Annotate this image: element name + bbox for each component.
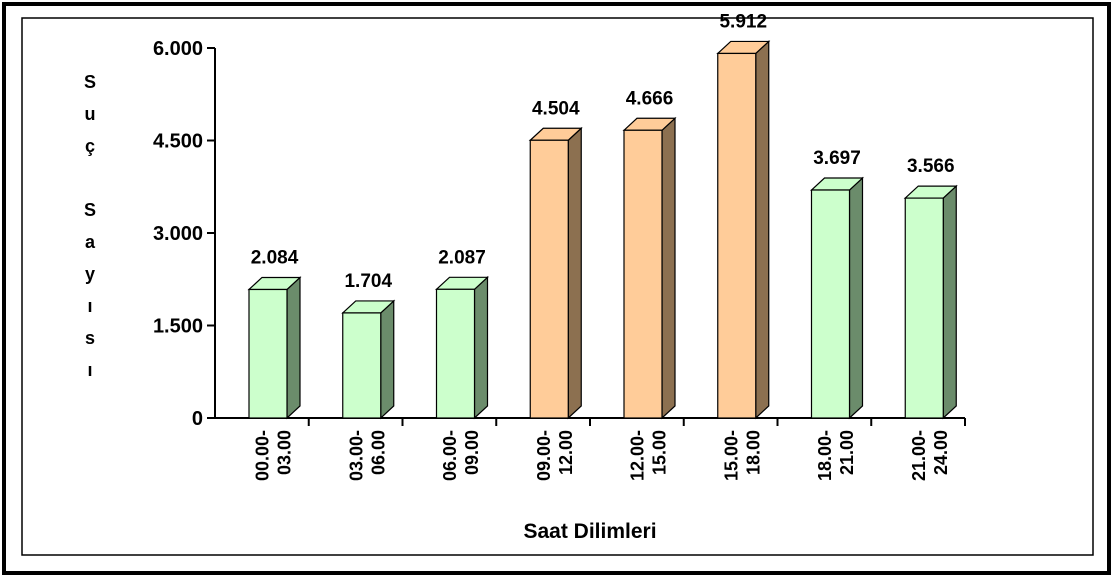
- bar: [904, 197, 944, 419]
- y-tick-label: 3.000: [153, 223, 203, 245]
- x-tick-label: 18.00- 21.00: [815, 430, 857, 481]
- x-tick-label: 15.00- 18.00: [721, 430, 763, 481]
- bar-side: [942, 184, 957, 420]
- x-tick-label: 06.00- 09.00: [440, 430, 482, 481]
- y-tick-label: 6.000: [153, 38, 203, 60]
- x-tick-label: 12.00- 15.00: [628, 430, 670, 481]
- bar: [623, 129, 663, 419]
- value-label: 4.666: [626, 88, 674, 109]
- bar-side: [848, 176, 864, 420]
- value-label: 2.087: [438, 247, 486, 268]
- bar: [248, 288, 288, 419]
- bar: [435, 288, 476, 419]
- value-label: 5.912: [719, 11, 767, 32]
- bar: [529, 139, 569, 419]
- inner-frame: [21, 17, 1094, 556]
- x-tick-label: 00.00- 03.00: [253, 430, 295, 481]
- bar-side: [473, 275, 489, 420]
- value-label: 1.704: [344, 271, 392, 292]
- bar-side: [567, 126, 582, 420]
- x-tick-label: 03.00- 06.00: [346, 430, 388, 481]
- y-tick-label: 4.500: [153, 131, 203, 153]
- bar-side: [661, 116, 676, 420]
- bar: [717, 52, 757, 419]
- bar-side: [755, 40, 770, 420]
- bar-side: [380, 299, 395, 420]
- y-tick-label: 1.500: [153, 316, 203, 338]
- value-label: 3.697: [813, 148, 861, 169]
- y-tick-label: 0: [192, 408, 203, 430]
- bar-side: [286, 276, 301, 420]
- x-axis-title: Saat Dilimleri: [523, 520, 656, 543]
- value-label: 2.084: [251, 247, 299, 268]
- value-label: 3.566: [907, 156, 955, 177]
- bar: [342, 312, 382, 419]
- x-tick-label: 21.00- 24.00: [909, 430, 951, 481]
- value-label: 4.504: [532, 98, 580, 119]
- bar: [810, 189, 851, 419]
- x-tick-label: 09.00- 12.00: [534, 430, 576, 481]
